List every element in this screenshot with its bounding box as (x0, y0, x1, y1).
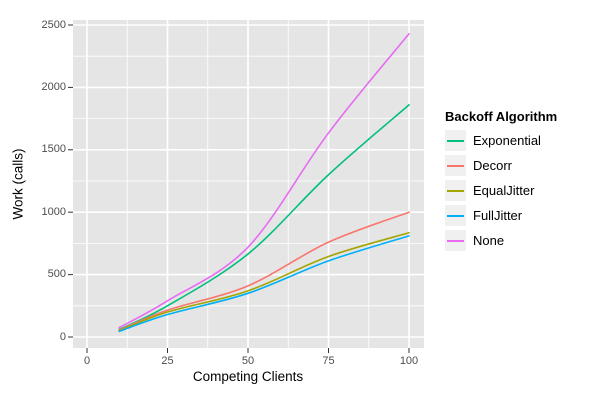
legend-item-none: None (445, 230, 557, 251)
legend-key-swatch (445, 180, 466, 201)
legend-key-line (447, 189, 464, 192)
legend-key-line (447, 239, 464, 242)
legend-items: Exponential Decorr EqualJitter FullJitter No… (445, 130, 557, 251)
x-axis-title: Competing Clients (192, 369, 304, 384)
legend-key-line (447, 139, 464, 142)
series-line-fulljitter (118, 235, 410, 333)
legend-item-label: Decorr (473, 158, 513, 173)
legend-item-label: FullJitter (473, 208, 523, 223)
legend-item-label: EqualJitter (473, 183, 535, 198)
y-tick-label: 1500 (41, 143, 66, 156)
x-tick-label: 25 (161, 355, 174, 367)
x-tick-label: 100 (399, 355, 419, 367)
x-tick-label: 0 (83, 355, 91, 367)
legend-key-swatch (445, 155, 466, 176)
legend-key-swatch (445, 130, 466, 151)
legend-key-line (447, 164, 464, 167)
legend-key-line (447, 214, 464, 217)
y-tick-label: 1000 (41, 205, 66, 218)
legend-item-exponential: Exponential (445, 130, 557, 151)
x-tick-label: 50 (241, 355, 255, 367)
legend-title: Backoff Algorithm (445, 109, 558, 124)
series-line-exponential (118, 104, 410, 331)
legend: Backoff Algorithm Exponential Decorr Equal… (445, 109, 557, 255)
series-line-none (118, 32, 410, 329)
series-line-decorr (118, 211, 410, 331)
y-tick-label: 500 (47, 268, 66, 281)
legend-item-fulljitter: FullJitter (445, 205, 557, 226)
legend-item-label: None (473, 233, 505, 248)
y-tick-label: 0 (59, 330, 66, 343)
legend-item-equaljitter: EqualJitter (445, 180, 557, 201)
legend-key-swatch (445, 205, 466, 226)
legend-item-decorr: Decorr (445, 155, 557, 176)
y-tick-label: 2000 (41, 80, 66, 93)
legend-item-label: Exponential (473, 133, 541, 148)
y-tick-label: 2500 (41, 18, 66, 31)
series-line-equaljitter (118, 231, 410, 332)
x-tick-label: 75 (322, 355, 335, 367)
legend-key-swatch (445, 230, 466, 251)
